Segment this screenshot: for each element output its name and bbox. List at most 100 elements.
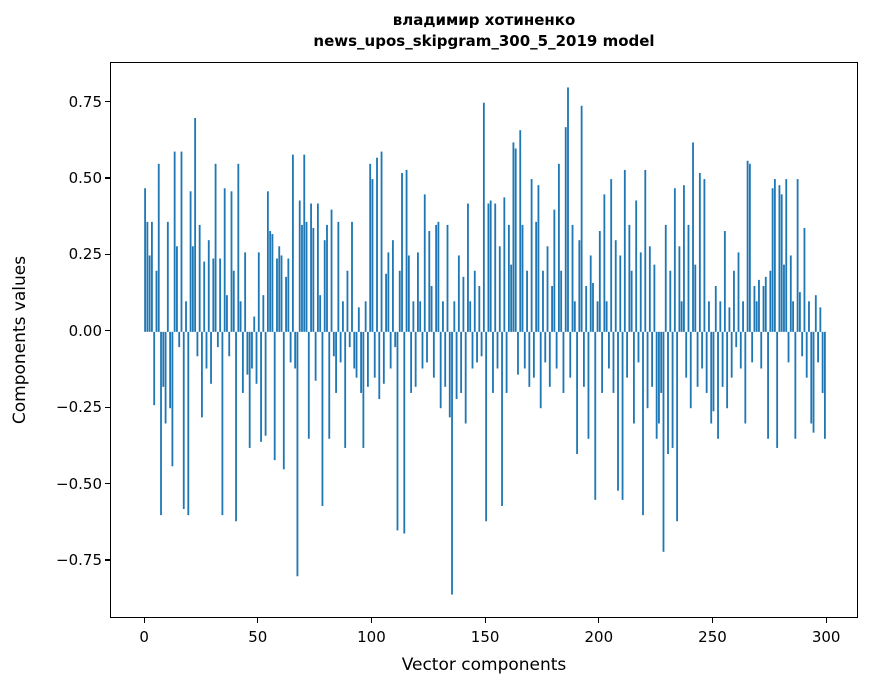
bar	[305, 221, 308, 332]
bar	[507, 224, 510, 332]
bar	[671, 331, 674, 448]
bar	[585, 286, 588, 332]
bar	[630, 270, 633, 332]
bar	[719, 301, 722, 332]
bar	[812, 331, 815, 433]
bar	[164, 331, 167, 424]
bar	[778, 185, 781, 332]
bar	[430, 286, 433, 332]
bar	[180, 151, 183, 332]
bar	[560, 270, 563, 332]
bar	[310, 203, 312, 332]
y-tick-label: 0.00	[68, 321, 102, 340]
bar	[555, 331, 558, 369]
bar	[417, 252, 419, 332]
bar	[569, 331, 572, 378]
bar	[198, 224, 201, 332]
y-tick-mark	[105, 101, 110, 103]
bar	[676, 331, 679, 522]
x-tick-label: 200	[584, 628, 614, 646]
bar	[685, 331, 688, 378]
chart-title: владимир хотиненко news_upos_skipgram_30…	[110, 10, 858, 52]
bar	[264, 331, 267, 436]
bar	[314, 331, 317, 381]
bar	[753, 286, 756, 332]
chart-title-line2: news_upos_skipgram_300_5_2019 model	[313, 32, 655, 50]
bar	[235, 331, 237, 522]
bar	[683, 185, 685, 332]
bar	[819, 307, 822, 332]
bar	[219, 258, 222, 332]
bar	[432, 331, 435, 378]
bar	[814, 295, 817, 332]
x-tick-mark	[711, 618, 714, 623]
x-tick-mark	[598, 618, 600, 623]
bar	[808, 301, 810, 332]
bar	[187, 331, 190, 516]
bar	[603, 194, 606, 332]
bar	[801, 331, 804, 357]
bar	[485, 331, 488, 522]
bar	[792, 301, 794, 332]
bar	[307, 331, 310, 439]
bar	[619, 255, 622, 332]
bar	[216, 331, 219, 348]
bar	[253, 316, 256, 332]
bar	[780, 194, 783, 332]
bar	[382, 331, 385, 384]
bar	[733, 270, 735, 332]
bar	[273, 331, 276, 461]
bar	[639, 252, 642, 332]
bar	[498, 246, 501, 332]
bar	[721, 331, 724, 387]
y-tick-mark	[105, 482, 110, 485]
y-axis-label: Components values	[10, 255, 30, 425]
bar	[169, 331, 172, 409]
bar	[692, 142, 694, 332]
bar	[291, 154, 294, 332]
bar	[557, 163, 560, 332]
bar	[166, 221, 169, 332]
bar	[769, 270, 772, 332]
bar	[712, 331, 715, 412]
bar	[294, 331, 297, 369]
bar	[587, 331, 590, 439]
bar	[230, 191, 233, 332]
y-tick-mark	[105, 253, 110, 256]
bar	[460, 331, 463, 393]
y-tick-label: 0.50	[68, 169, 102, 188]
bar	[223, 188, 226, 332]
bar	[662, 331, 665, 552]
bar	[762, 286, 765, 332]
bar	[660, 331, 663, 393]
bar	[601, 331, 603, 393]
bar	[380, 151, 383, 332]
bar	[214, 163, 217, 332]
bar	[285, 276, 287, 332]
bar	[589, 255, 592, 332]
bar	[153, 331, 156, 406]
bar	[746, 160, 749, 332]
bar	[573, 301, 576, 332]
bar	[353, 331, 356, 369]
bar	[246, 331, 249, 375]
bar	[519, 130, 522, 332]
bar	[239, 301, 242, 332]
y-tick-label: 0.75	[68, 92, 102, 111]
bar	[457, 255, 460, 332]
bar	[776, 331, 779, 448]
bar	[151, 221, 153, 332]
x-tick-mark	[825, 618, 827, 623]
bar	[478, 286, 481, 332]
bar	[453, 301, 456, 332]
bar	[326, 224, 328, 332]
bar	[723, 231, 726, 332]
bar	[182, 331, 185, 510]
bar	[191, 246, 194, 332]
bar	[517, 331, 519, 375]
bar	[237, 163, 240, 332]
bar	[312, 227, 315, 332]
bar	[448, 331, 451, 418]
bar	[503, 197, 506, 332]
bar	[717, 331, 719, 439]
